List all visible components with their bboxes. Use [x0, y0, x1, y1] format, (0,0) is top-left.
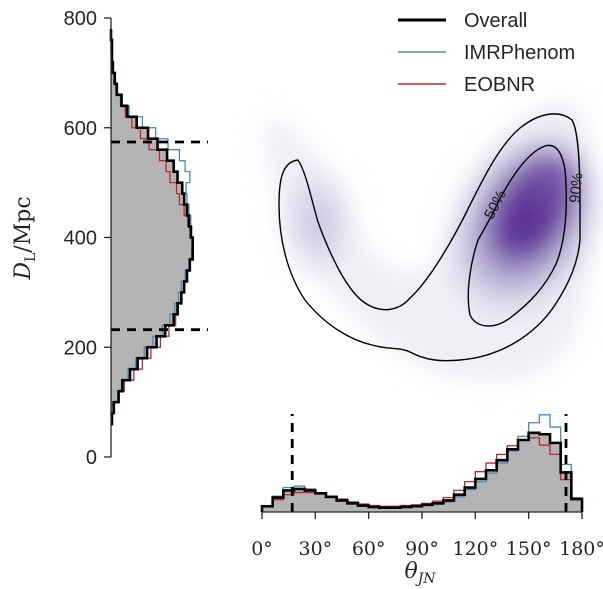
distance-histogram-lines [109, 28, 194, 426]
y-axis-label-sub: L [23, 253, 39, 262]
distance-quantile-lines [111, 140, 208, 332]
y-axis-label: DL/Mpc [11, 196, 39, 280]
distance-hist-line-overall [109, 28, 194, 426]
x-axis-label-sub: JN [415, 571, 437, 587]
distance-histogram-panel: 0 200 400 600 800 DL/Mpc [11, 8, 208, 469]
inclination-hist-fill-overall [262, 432, 582, 512]
x-tick-label-0: 0° [251, 538, 273, 560]
x-tick-label-4: 120° [452, 538, 498, 560]
x-axis-ticks: 0° 30° 60° 90° 120° 150° 180° [251, 512, 603, 560]
density-shading [262, 100, 603, 382]
contour-50 [467, 144, 567, 327]
x-tick-label-2: 60° [352, 538, 386, 560]
legend: Overall IMRPhenom EOBNR [398, 10, 575, 96]
x-axis-label-main: θ [404, 559, 417, 584]
x-tick-label-6: 180° [559, 538, 603, 560]
legend-label-imrphenom: IMRPhenom [464, 42, 575, 64]
legend-label-eobnr: EOBNR [464, 74, 535, 96]
inclination-hist-line-overall [260, 431, 584, 512]
joint-density-panel: 50% 90% [262, 100, 603, 382]
inclination-histogram-fill [262, 432, 582, 512]
inclination-quantile-lines [290, 414, 568, 512]
contour-90 [278, 113, 581, 362]
x-tick-label-5: 150° [506, 538, 552, 560]
x-axis-label: θJN [404, 559, 436, 587]
inclination-histogram-panel: 0° 30° 60° 90° 120° 150° 180° θJN [251, 414, 603, 587]
y-tick-label-200: 200 [64, 337, 97, 359]
y-tick-label-800: 800 [64, 8, 97, 30]
y-axis-label-unit: /Mpc [11, 196, 36, 252]
y-tick-label-600: 600 [64, 118, 97, 140]
distance-hist-fill-overall [111, 28, 193, 425]
y-tick-label-400: 400 [64, 228, 97, 250]
y-tick-label-0: 0 [86, 447, 97, 469]
contour-label-90: 90% [566, 172, 586, 204]
y-axis-ticks: 0 200 400 600 800 [64, 8, 111, 469]
distance-histogram-fill [111, 28, 193, 425]
x-tick-label-3: 90° [405, 538, 439, 560]
x-tick-label-1: 30° [298, 538, 332, 560]
legend-label-overall: Overall [464, 10, 527, 32]
inclination-histogram-lines [260, 414, 584, 512]
y-axis-label-main: D [11, 262, 36, 281]
